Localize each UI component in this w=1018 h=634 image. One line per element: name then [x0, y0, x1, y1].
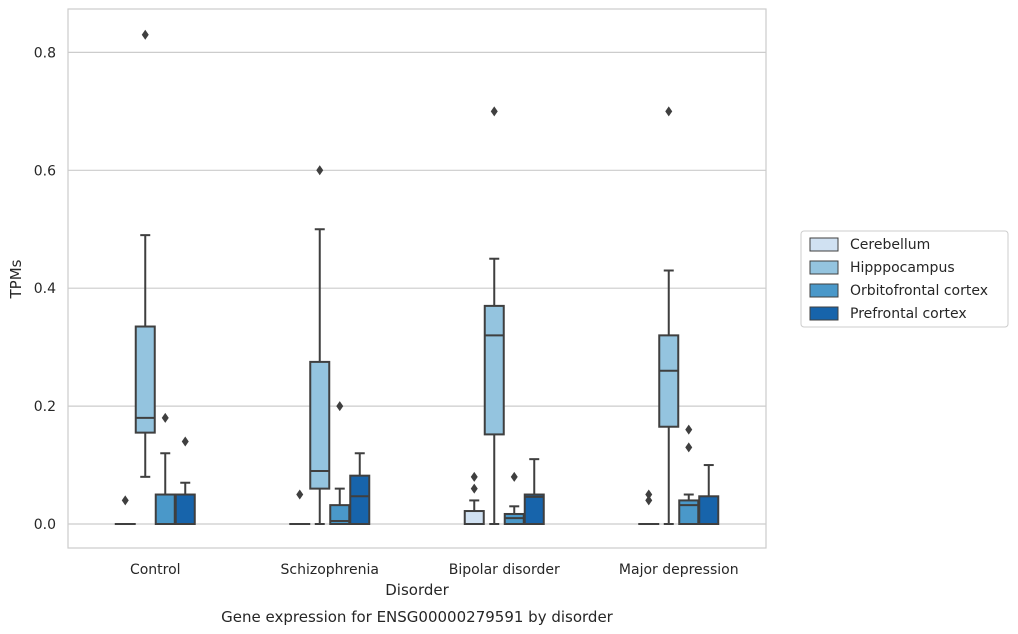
outlier-point — [316, 165, 324, 176]
chart-caption: Gene expression for ENSG00000279591 by d… — [221, 608, 614, 626]
box-prefrontal-cortex — [349, 452, 371, 526]
y-tick-label: 0.8 — [34, 45, 56, 61]
outlier-point — [685, 424, 693, 435]
box-series — [114, 29, 720, 526]
legend-swatch — [809, 260, 839, 275]
y-axis-label: TPMs — [7, 259, 25, 299]
outlier-point — [490, 106, 498, 117]
box-cerebellum — [638, 489, 660, 526]
box-prefrontal-cortex — [174, 436, 196, 525]
outlier-point — [685, 442, 693, 453]
outlier-point — [336, 401, 344, 412]
box-iqr — [658, 334, 680, 428]
legend-label: Orbitofrontal cortex — [850, 283, 988, 299]
box-iqr — [678, 499, 700, 526]
y-axis-ticks: 0.0 0.2 0.4 0.6 0.8 — [34, 45, 56, 533]
outlier-point — [121, 495, 129, 506]
box-iqr — [349, 474, 371, 526]
outlier-point — [645, 495, 653, 506]
outlier-point — [161, 412, 169, 423]
y-tick-label: 0.4 — [34, 281, 56, 297]
legend: Cerebellum Hipppocampus Orbitofrontal cort… — [800, 230, 1009, 328]
grid-lines — [68, 51, 766, 525]
legend-swatch — [809, 306, 839, 321]
y-tick-label: 0.6 — [34, 163, 56, 179]
box-prefrontal-cortex — [698, 464, 720, 525]
x-tick-label: Major depression — [619, 562, 739, 578]
box-iqr — [154, 493, 176, 525]
box-iqr — [523, 493, 545, 525]
box-hipppocampus — [309, 165, 331, 525]
outlier-point — [296, 489, 304, 500]
plot-area-frame — [67, 8, 767, 549]
legend-label: Hipppocampus — [850, 260, 955, 276]
box-iqr — [134, 325, 156, 434]
outlier-point — [665, 106, 673, 117]
box-orbitofrontal-cortex — [678, 424, 700, 526]
box-orbitofrontal-cortex — [503, 471, 525, 526]
box-cerebellum — [114, 495, 136, 526]
legend-swatch — [809, 283, 839, 298]
legend-swatch — [809, 237, 839, 252]
x-tick-label: Control — [130, 562, 181, 578]
outlier-point — [470, 471, 478, 482]
x-axis-label: Disorder — [385, 581, 449, 599]
legend-frame — [800, 230, 1009, 328]
y-tick-label: 0.2 — [34, 399, 56, 415]
outlier-point — [181, 436, 189, 447]
box-iqr — [698, 495, 720, 525]
box-orbitofrontal-cortex — [329, 401, 351, 525]
box-iqr — [463, 510, 485, 526]
x-tick-label: Schizophrenia — [281, 562, 379, 578]
outlier-point — [141, 29, 149, 40]
box-prefrontal-cortex — [523, 458, 545, 525]
box-cerebellum — [289, 489, 311, 526]
box-orbitofrontal-cortex — [154, 412, 176, 525]
y-tick-label: 0.0 — [34, 517, 56, 533]
box-iqr — [309, 360, 331, 490]
box-hipppocampus — [483, 106, 505, 525]
box-iqr — [174, 493, 196, 525]
x-axis-ticks: Control Schizophrenia Bipolar disorder Majo… — [130, 562, 739, 578]
outlier-point — [645, 489, 653, 500]
outlier-point — [470, 483, 478, 494]
legend-label: Cerebellum — [850, 237, 930, 253]
box-cerebellum — [463, 471, 485, 526]
box-iqr — [483, 304, 505, 436]
legend-label: Prefrontal cortex — [850, 306, 967, 322]
box-hipppocampus — [658, 106, 680, 525]
x-tick-label: Bipolar disorder — [449, 562, 560, 578]
outlier-point — [510, 471, 518, 482]
box-hipppocampus — [134, 29, 156, 478]
